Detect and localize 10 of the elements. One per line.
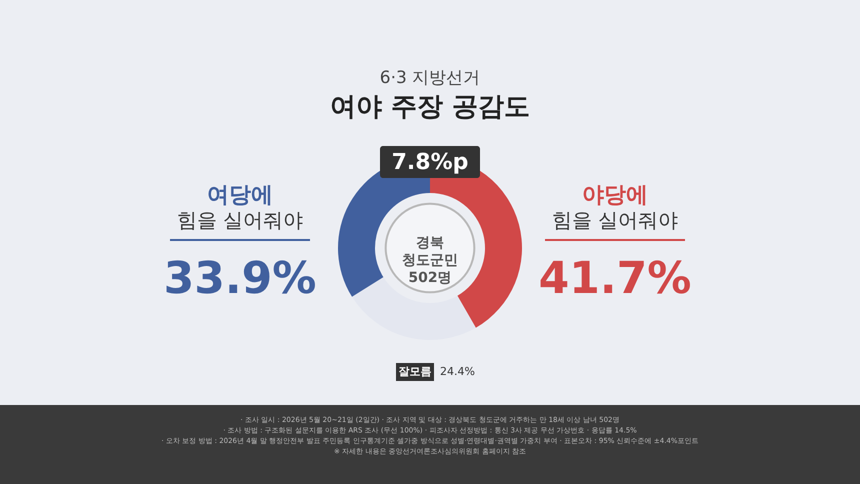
slice-label: 야당에 힘을 실어줘야 — [552, 183, 678, 232]
data-label: 24.4% — [440, 365, 475, 378]
chart-title: 여야 주장 공감도 — [330, 92, 530, 122]
slice-label: 잘모름 — [398, 365, 432, 378]
text: 경북 청도군민 502명 — [402, 235, 458, 286]
chart-subtitle: 6·3 지방선거 — [380, 68, 480, 88]
slice-label: 여당에 힘을 실어줘야 — [176, 183, 304, 232]
data-label: 41.7% — [538, 253, 692, 304]
data-label: 33.9% — [164, 253, 316, 304]
text: 7.8%p — [392, 150, 468, 175]
